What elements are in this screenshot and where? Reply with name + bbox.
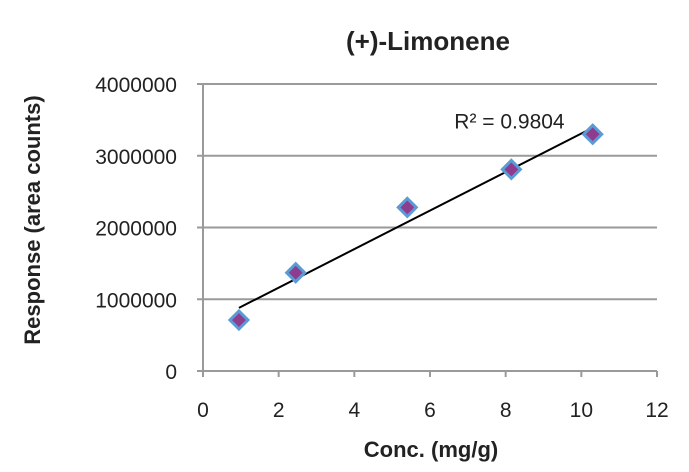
y-tick-label-1: 1000000 [95,289,177,312]
x-tick-label-5: 10 [570,399,593,422]
y-tick-label-0: 0 [165,361,177,384]
axes [197,83,658,377]
data-points [227,123,604,332]
data-point-0-1 [284,261,307,284]
y-axis-title: Response (area counts) [20,95,45,344]
tick-labels: 0 2 4 6 8 10 12 0 1000000 2000000 3000000 4000000 [95,74,668,422]
x-tick-label-6: 12 [645,399,668,422]
x-tick-label-2: 4 [348,399,360,422]
x-tick-label-0: 0 [197,399,209,422]
x-tick-label-4: 8 [500,399,512,422]
r-squared-annotation: R² = 0.9804 [454,110,565,133]
y-tick-label-3: 3000000 [95,146,177,169]
chart-title: (+)-Limonene [346,26,510,56]
y-tick-label-4: 4000000 [95,74,177,97]
x-axis-title: Conc. (mg/g) [364,437,498,462]
data-point-0-3 [500,158,523,181]
x-tick-label-1: 2 [273,399,285,422]
data-point-0-2 [396,196,419,219]
data-point-0-4 [581,123,604,146]
x-tick-label-3: 6 [424,399,436,422]
data-point-0-0 [227,308,251,332]
gridlines [203,83,657,301]
y-tick-label-2: 2000000 [95,218,177,241]
